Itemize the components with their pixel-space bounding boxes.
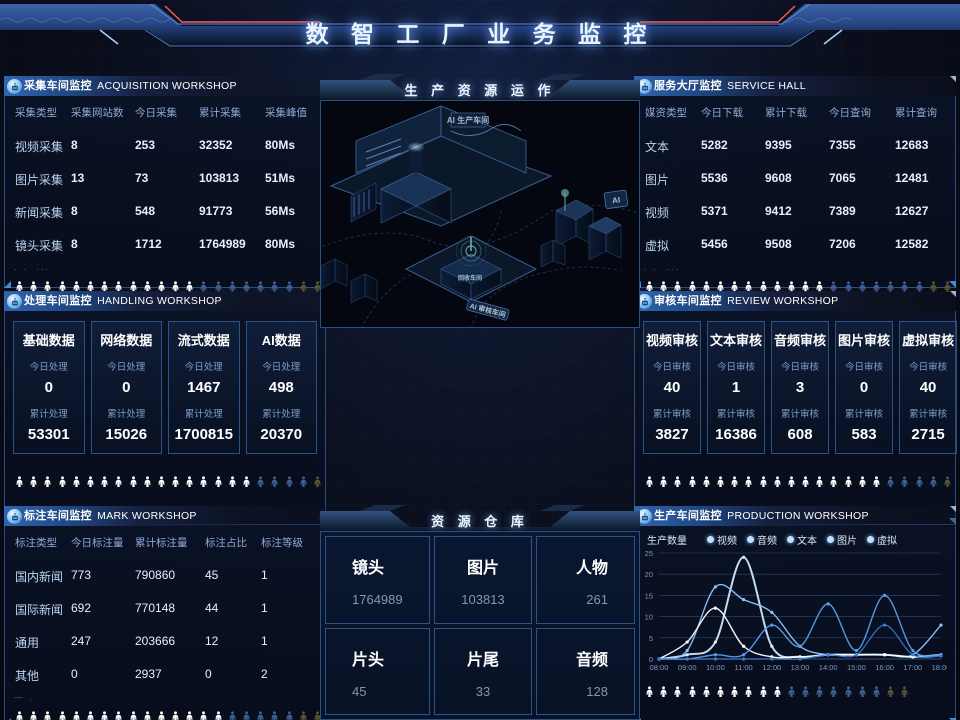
svg-text:17:00: 17:00 (903, 663, 922, 672)
svg-text:09:00: 09:00 (678, 663, 697, 672)
svg-text:5: 5 (649, 634, 653, 643)
svg-text:25: 25 (645, 549, 653, 558)
svg-text:12:00: 12:00 (762, 663, 781, 672)
svg-text:AI 生产车间: AI 生产车间 (447, 115, 489, 125)
svg-text:回收车间: 回收车间 (458, 274, 482, 282)
svg-text:08:00: 08:00 (650, 663, 669, 672)
svg-text:15: 15 (645, 591, 653, 600)
svg-text:AI: AI (612, 195, 621, 205)
svg-text:10: 10 (645, 613, 653, 622)
svg-text:20: 20 (645, 570, 653, 579)
svg-text:15:00: 15:00 (847, 663, 866, 672)
svg-text:10:00: 10:00 (706, 663, 725, 672)
svg-text:13:00: 13:00 (791, 663, 810, 672)
svg-text:14:00: 14:00 (819, 663, 838, 672)
svg-text:16:00: 16:00 (875, 663, 894, 672)
svg-text:11:00: 11:00 (734, 663, 752, 672)
svg-text:18:00: 18:00 (932, 663, 947, 672)
